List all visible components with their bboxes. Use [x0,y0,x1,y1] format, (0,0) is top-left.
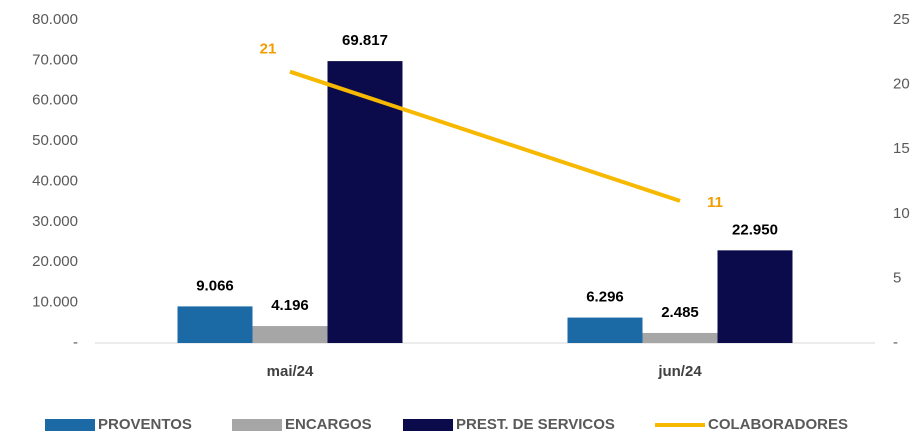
bar [252,326,328,343]
yticks-label: 30.000 [32,213,78,230]
line [289,69,681,203]
bar [327,61,403,343]
legend-swatch [232,419,282,431]
yticks-label: 70.000 [32,51,78,68]
yticks-label: - [73,334,78,351]
y2ticks-label: 20 [893,76,910,93]
legend-label: PROVENTOS [98,416,192,433]
value-label: 2.485 [661,304,699,321]
y2ticks-label: 25 [893,11,910,28]
value-label: 22.950 [732,221,778,238]
yticks-label: 20.000 [32,253,78,270]
x-tick-label: jun/24 [657,363,702,380]
y2ticks-label: - [893,334,898,351]
bar [717,250,793,343]
yticks-label: 60.000 [32,92,78,109]
line-label: 21 [260,41,277,58]
value-label: 6.296 [586,289,624,306]
value-label: 4.196 [271,297,309,314]
yticks-label: 50.000 [32,132,78,149]
y2ticks-label: 15 [893,140,910,157]
line-label: 11 [707,194,723,211]
legend-label: ENCARGOS [285,416,372,433]
bar [177,306,253,343]
legend-label: COLABORADORES [708,416,848,433]
legend-label: PREST. DE SERVICOS [456,416,615,433]
value-label: 69.817 [342,32,388,49]
y2ticks-label: 5 [893,269,901,286]
yticks-label: 10.000 [32,294,78,311]
legend-swatch [403,419,453,431]
x-tick-label: mai/24 [267,363,314,380]
bar [567,317,643,343]
value-label: 9.066 [196,277,234,294]
yticks-label: 80.000 [32,11,78,28]
y2ticks-label: 10 [893,205,910,222]
yticks-label: 40.000 [32,172,78,189]
bar [642,332,718,343]
legend-swatch [45,419,95,431]
